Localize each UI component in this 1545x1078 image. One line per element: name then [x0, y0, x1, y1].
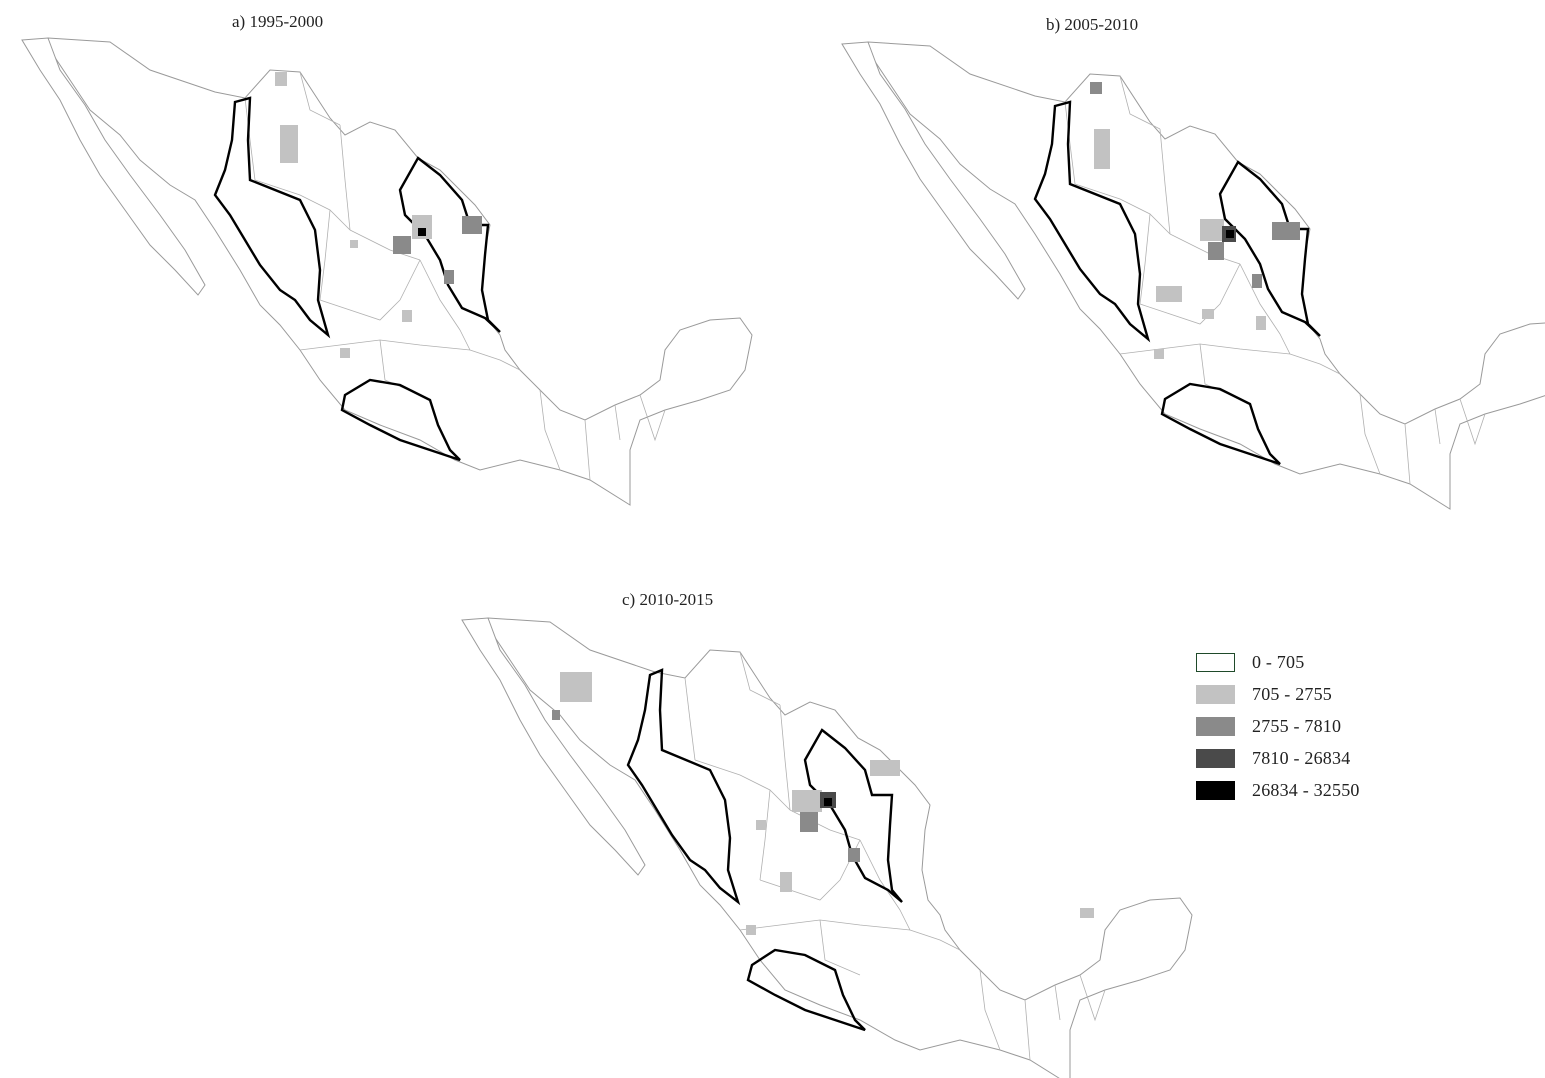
municipality-shade — [1252, 274, 1262, 288]
highlight-west-region-a — [213, 96, 331, 339]
legend-item-1: 0 - 705 — [1196, 646, 1360, 678]
panel-b-title: b) 2005-2010 — [1046, 15, 1139, 34]
municipality-shade — [756, 820, 766, 830]
municipality-shade — [275, 72, 287, 86]
legend-item-4: 7810 - 26834 — [1196, 742, 1360, 774]
highlight-northeast-region-b — [1218, 160, 1321, 337]
municipality-shade — [402, 310, 412, 322]
legend-label: 705 - 2755 — [1252, 683, 1332, 704]
municipality-shade — [800, 812, 818, 832]
municipality-shade — [340, 348, 350, 358]
municipality-shade — [1226, 230, 1234, 238]
legend-label: 0 - 705 — [1252, 651, 1305, 672]
highlight-west-region-c — [626, 668, 741, 906]
municipality-shade — [412, 215, 432, 239]
map-panel-b — [841, 41, 1545, 510]
panel-a-title: a) 1995-2000 — [232, 12, 324, 31]
municipality-shade — [1094, 129, 1110, 169]
municipality-shade — [1200, 219, 1224, 241]
highlight-south-region-b — [1160, 382, 1281, 466]
municipality-shade — [560, 672, 592, 702]
municipality-shade — [1202, 309, 1214, 319]
municipality-shade — [393, 236, 411, 254]
municipality-shade — [1256, 316, 1266, 330]
municipality-shade — [792, 790, 822, 812]
highlight-south-region-c — [746, 948, 866, 1032]
municipality-shade — [462, 216, 482, 234]
legend-swatch — [1196, 748, 1235, 768]
municipality-shade — [1272, 222, 1300, 240]
highlight-south-region-a — [340, 378, 461, 462]
municipality-shade — [824, 798, 832, 806]
legend-swatch — [1196, 780, 1235, 800]
municipality-shade — [746, 925, 756, 935]
municipality-shade — [780, 872, 792, 892]
map-legend: 0 - 705 705 - 2755 2755 - 7810 7810 - 26… — [1196, 646, 1360, 806]
legend-item-2: 705 - 2755 — [1196, 678, 1360, 710]
legend-label: 7810 - 26834 — [1252, 747, 1351, 768]
map-panel-a — [21, 37, 753, 506]
map-panel-c — [461, 617, 1193, 1078]
municipality-shade — [1156, 286, 1182, 302]
panel-c-title: c) 2010-2015 — [622, 590, 714, 609]
legend-label: 26834 - 32550 — [1252, 779, 1360, 800]
legend-item-3: 2755 - 7810 — [1196, 710, 1360, 742]
municipality-shade — [870, 760, 900, 776]
municipality-shade — [1080, 908, 1094, 918]
municipality-shade — [280, 125, 298, 163]
legend-swatch — [1196, 684, 1235, 704]
municipality-shade — [1154, 349, 1164, 359]
municipality-shade — [350, 240, 358, 248]
municipality-shade — [1090, 82, 1102, 94]
legend-label: 2755 - 7810 — [1252, 715, 1342, 736]
legend-swatch — [1196, 716, 1235, 736]
municipality-shade — [848, 848, 860, 862]
legend-swatch — [1196, 652, 1235, 672]
municipality-shade — [552, 710, 560, 720]
legend-item-5: 26834 - 32550 — [1196, 774, 1360, 806]
highlight-west-region-b — [1033, 100, 1151, 343]
municipality-shade — [1208, 242, 1224, 260]
municipality-shade — [444, 270, 454, 284]
municipality-shade — [418, 228, 426, 236]
